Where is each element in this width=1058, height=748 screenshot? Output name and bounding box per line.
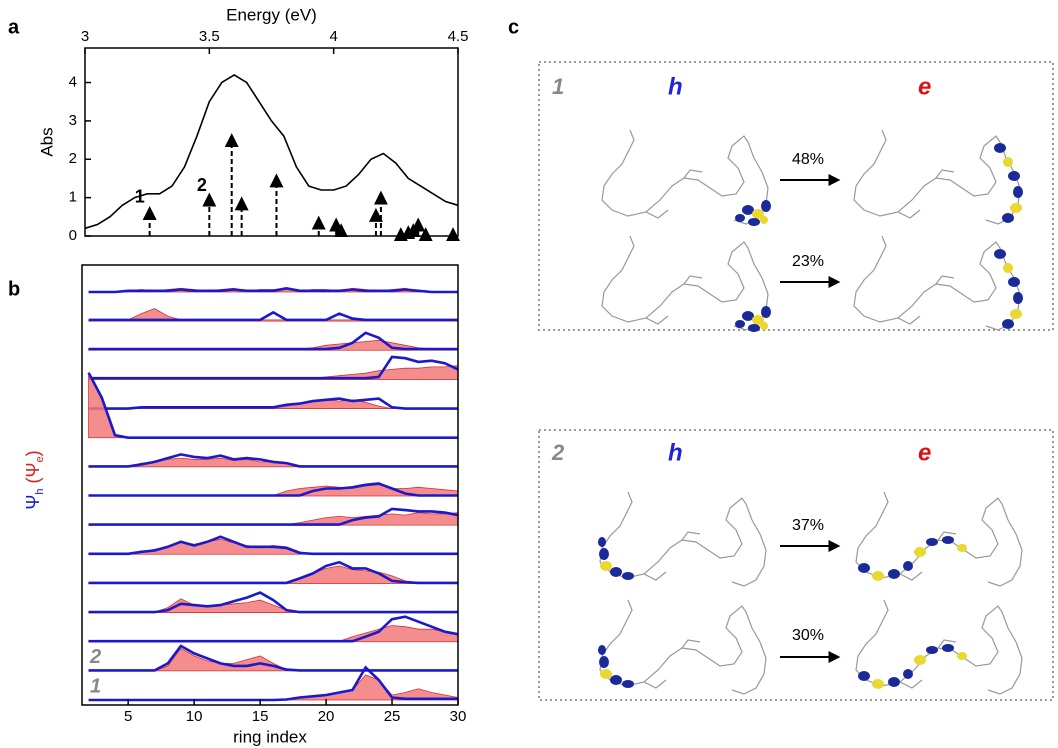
x-tick-label: 4.5 <box>448 28 469 45</box>
electron-label: e <box>918 439 931 466</box>
molecule <box>599 599 767 695</box>
y-tick-label: 0 <box>69 227 77 244</box>
hole-density <box>88 665 458 702</box>
x-tick-label: 3 <box>81 28 89 45</box>
y-tick-label: 2 <box>69 150 77 167</box>
electron-density <box>88 674 458 701</box>
x-tick-label: 5 <box>124 708 132 725</box>
x-axis-label: ring index <box>233 727 307 746</box>
hole-density <box>88 310 458 322</box>
transition-weight: 30% <box>792 627 824 644</box>
hole-density <box>88 286 458 294</box>
group-label: 2 <box>551 440 565 465</box>
traces <box>87 286 458 702</box>
hole-density <box>88 591 458 614</box>
state-annotation: 1 <box>135 186 145 206</box>
group-label: 1 <box>552 74 564 99</box>
hole-density <box>88 331 458 351</box>
x-tick-label: 30 <box>450 708 467 725</box>
molecule <box>599 491 767 587</box>
hole-density <box>88 615 458 643</box>
molecule <box>853 235 1021 331</box>
y-axis-label-part: (Ψ <box>23 462 43 488</box>
hole-density <box>88 507 458 526</box>
transition-weight: 23% <box>792 253 824 270</box>
hole-density <box>88 535 458 556</box>
y-axis-label-part: e <box>34 456 46 462</box>
x-axis-label: Energy (eV) <box>226 5 317 24</box>
y-tick-label: 4 <box>69 73 77 90</box>
hole-density <box>88 644 458 672</box>
x-tick-label: 15 <box>252 708 269 725</box>
plot-frame <box>84 47 459 237</box>
hole-density <box>88 453 458 468</box>
x-tick-label: 25 <box>384 708 401 725</box>
y-axis-label-part: Ψ <box>23 495 43 510</box>
orbital <box>598 537 634 580</box>
plot-frame <box>81 264 459 706</box>
y-axis-label-part: ) <box>23 450 43 456</box>
electron-density <box>88 372 458 439</box>
y-tick-label: 3 <box>69 112 77 129</box>
hole-label: h <box>668 439 683 466</box>
hole-density <box>88 560 458 585</box>
transition-weight: 48% <box>792 151 824 168</box>
x-tick-label: 10 <box>186 708 203 725</box>
electron-label: e <box>918 73 931 100</box>
hole-density <box>88 482 458 497</box>
hole-density <box>88 355 458 380</box>
electron-density <box>88 625 458 643</box>
group-frame <box>538 429 1054 701</box>
molecule <box>853 129 1021 225</box>
hole-label: h <box>668 73 683 100</box>
panel-label: b <box>8 278 20 300</box>
orbital <box>858 644 967 689</box>
x-tick-label: 20 <box>318 708 335 725</box>
panel-label: a <box>8 16 20 38</box>
spectrum-line <box>84 73 459 230</box>
electron-density <box>88 647 458 672</box>
x-tick-label: 3.5 <box>199 28 220 45</box>
row-label: 1 <box>90 675 101 697</box>
group-frame <box>538 61 1054 331</box>
y-axis-label: Abs <box>37 127 56 156</box>
x-tick-label: 4 <box>329 28 337 45</box>
row-label: 2 <box>89 646 101 668</box>
panel-c: 1 h e 48% 23% 2 h e 37% 30% <box>551 73 1023 695</box>
electron-density <box>88 512 458 526</box>
y-axis-label-part: h <box>34 489 46 495</box>
panel-label: c <box>508 16 519 38</box>
orbital <box>858 536 967 581</box>
hole-density <box>88 397 458 410</box>
y-tick-label: 1 <box>69 189 77 206</box>
orbital <box>598 645 634 688</box>
transition-weight: 37% <box>792 517 824 534</box>
hole-density <box>87 372 458 439</box>
y-axis-label: Ψh (Ψe) <box>23 450 46 509</box>
state-annotation: 2 <box>197 175 207 195</box>
